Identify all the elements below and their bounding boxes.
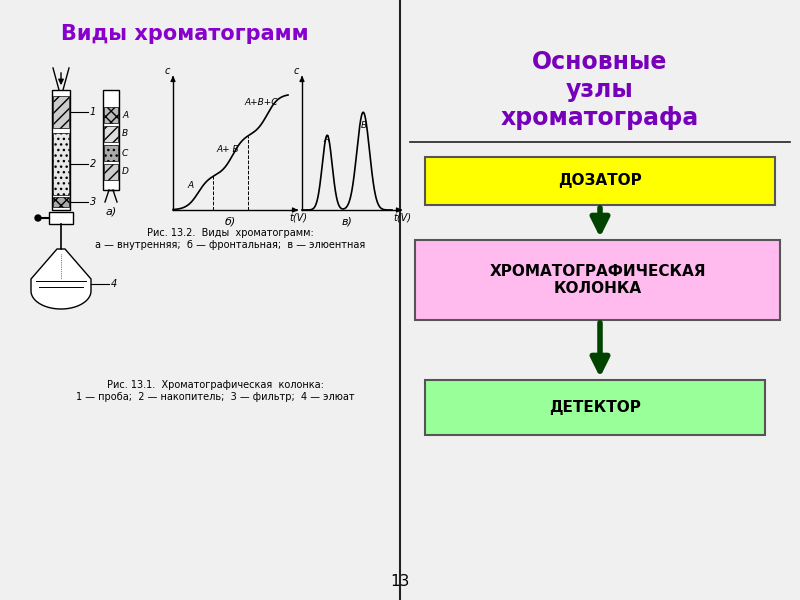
- Text: t(V): t(V): [393, 212, 411, 222]
- Text: ХРОМАТОГРАФИЧЕСКАЯ
КОЛОНКА: ХРОМАТОГРАФИЧЕСКАЯ КОЛОНКА: [490, 264, 706, 296]
- Text: Рис. 13.1.  Хроматографическая  колонка:
1 — проба;  2 — накопитель;  3 — фильтр: Рис. 13.1. Хроматографическая колонка: 1…: [76, 380, 354, 401]
- Text: A: A: [324, 135, 330, 144]
- Text: t(V): t(V): [289, 212, 307, 222]
- Text: ДЕТЕКТОР: ДЕТЕКТОР: [549, 400, 641, 415]
- Text: 3: 3: [90, 197, 96, 207]
- Text: B: B: [361, 121, 367, 130]
- Text: с: с: [164, 66, 170, 76]
- Text: A: A: [188, 181, 194, 190]
- Text: D: D: [122, 167, 129, 176]
- Text: ДОЗАТОР: ДОЗАТОР: [558, 173, 642, 188]
- Text: с: с: [294, 66, 298, 76]
- Text: B: B: [122, 130, 128, 139]
- FancyBboxPatch shape: [415, 240, 780, 320]
- Text: A: A: [122, 110, 128, 119]
- Text: Рис. 13.2.  Виды  хроматограмм:
а — внутренняя;  б — фронтальная;  в — элюентная: Рис. 13.2. Виды хроматограмм: а — внутре…: [95, 228, 365, 250]
- FancyBboxPatch shape: [52, 90, 70, 210]
- FancyBboxPatch shape: [104, 164, 118, 180]
- Text: C: C: [122, 148, 128, 157]
- Text: в): в): [342, 216, 353, 226]
- Text: Основные
узлы
хроматографа: Основные узлы хроматографа: [501, 50, 699, 130]
- Polygon shape: [31, 249, 91, 309]
- FancyBboxPatch shape: [425, 157, 775, 205]
- Text: 13: 13: [390, 575, 410, 589]
- Text: 4: 4: [111, 279, 118, 289]
- FancyBboxPatch shape: [53, 96, 69, 128]
- FancyBboxPatch shape: [103, 90, 119, 190]
- FancyBboxPatch shape: [104, 126, 118, 142]
- FancyBboxPatch shape: [53, 133, 69, 195]
- Text: 1: 1: [90, 107, 96, 117]
- FancyBboxPatch shape: [104, 145, 118, 161]
- Text: 2: 2: [90, 159, 96, 169]
- Text: Виды хроматограмм: Виды хроматограмм: [61, 24, 309, 44]
- Text: A+B+C: A+B+C: [244, 98, 278, 107]
- Text: а): а): [106, 207, 117, 217]
- FancyBboxPatch shape: [425, 380, 765, 435]
- Text: б): б): [225, 216, 236, 226]
- Circle shape: [35, 215, 41, 221]
- FancyBboxPatch shape: [49, 212, 73, 224]
- FancyBboxPatch shape: [104, 107, 118, 123]
- Text: A+ B: A+ B: [217, 145, 239, 154]
- FancyBboxPatch shape: [53, 197, 69, 207]
